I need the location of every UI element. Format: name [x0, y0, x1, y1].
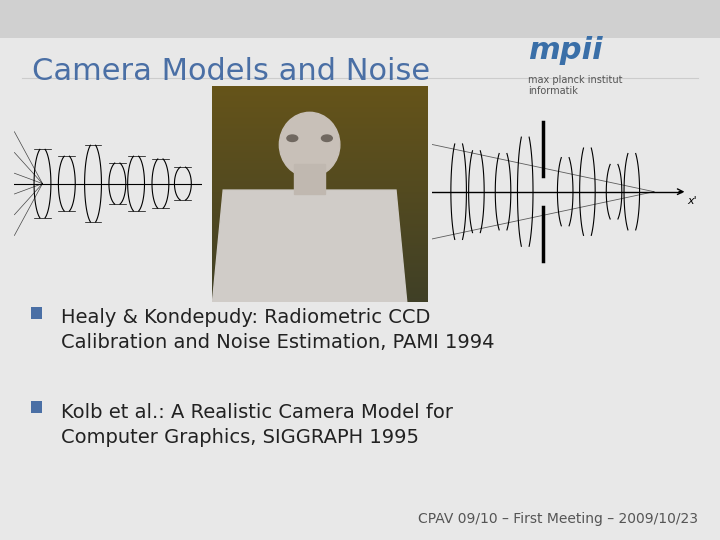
Text: CPAV 09/10 – First Meeting – 2009/10/23: CPAV 09/10 – First Meeting – 2009/10/23 — [418, 512, 698, 526]
Text: Healy & Kondepudy: Radiometric CCD
Calibration and Noise Estimation, PAMI 1994: Healy & Kondepudy: Radiometric CCD Calib… — [61, 308, 495, 352]
Text: Camera Models and Noise: Camera Models and Noise — [32, 57, 431, 86]
Bar — [0, 0, 720, 38]
Polygon shape — [212, 190, 407, 302]
Ellipse shape — [279, 112, 340, 177]
Text: mpii: mpii — [528, 37, 603, 65]
Text: x': x' — [688, 197, 697, 206]
Ellipse shape — [287, 135, 298, 141]
Bar — [31, 401, 42, 413]
Bar — [31, 307, 42, 319]
Text: Kolb et al.: A Realistic Camera Model for
Computer Graphics, SIGGRAPH 1995: Kolb et al.: A Realistic Camera Model fo… — [61, 403, 453, 447]
Text: max planck institut
informatik: max planck institut informatik — [528, 75, 622, 96]
Bar — [294, 164, 325, 194]
Ellipse shape — [322, 135, 332, 141]
